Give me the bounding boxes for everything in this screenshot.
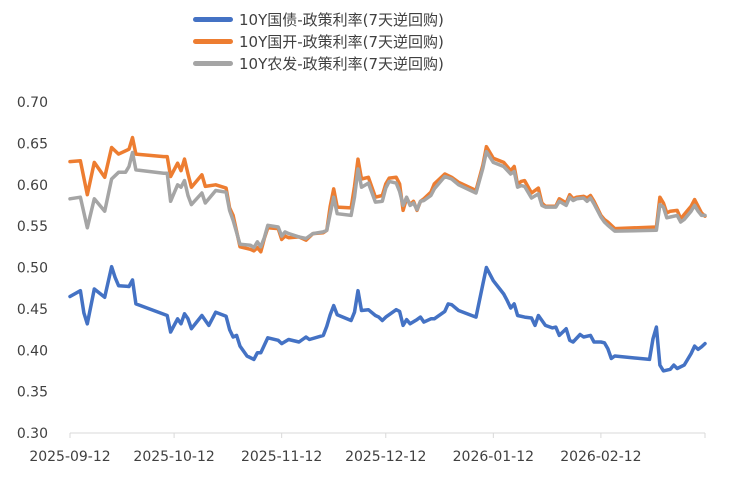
series-line-cgb [68, 264, 707, 373]
legend-item-adbc: 10Y农发-政策利率(7天逆回购) [193, 52, 523, 74]
x-axis-ticks [69, 433, 706, 438]
legend-label-adbc: 10Y农发-政策利率(7天逆回购) [239, 54, 444, 73]
x-tick-label: 2026-01-12 [453, 449, 534, 465]
legend-label-cgb: 10Y国债-政策利率(7天逆回购) [239, 10, 444, 29]
legend: 10Y国债-政策利率(7天逆回购) 10Y国开-政策利率(7天逆回购) 10Y农… [193, 8, 523, 74]
series-line-cdb [68, 135, 707, 254]
x-tick-label: 2026-02-12 [560, 449, 641, 465]
y-tick-label: 0.40 [17, 343, 48, 359]
y-tick-label: 0.50 [17, 261, 48, 277]
series-lines [68, 135, 707, 373]
y-tick-label: 0.70 [17, 95, 48, 111]
series-line-adbc [68, 149, 707, 250]
x-tick-label: 2025-12-12 [345, 449, 426, 465]
legend-item-cdb: 10Y国开-政策利率(7天逆回购) [193, 30, 523, 52]
x-axis-tick-labels: 2025-09-12 2025-10-12 2025-11-12 2025-12-12… [29, 449, 641, 465]
y-tick-label: 0.55 [17, 219, 48, 235]
y-tick-label: 0.35 [17, 385, 48, 401]
y-tick-label: 0.60 [17, 178, 48, 194]
x-tick-label: 2025-11-12 [241, 449, 322, 465]
legend-swatch-cdb [193, 38, 233, 44]
y-axis-tick-labels: 0.30 0.35 0.40 0.45 0.50 0.55 0.60 0.65 0.70 [17, 95, 48, 442]
x-tick-label: 2025-09-12 [29, 449, 110, 465]
legend-swatch-adbc [193, 60, 233, 66]
y-tick-label: 0.30 [17, 426, 48, 442]
legend-item-cgb: 10Y国债-政策利率(7天逆回购) [193, 8, 523, 30]
legend-swatch-cgb [193, 16, 233, 22]
x-tick-label: 2025-10-12 [133, 449, 214, 465]
legend-label-cdb: 10Y国开-政策利率(7天逆回购) [239, 32, 444, 51]
y-tick-label: 0.65 [17, 136, 48, 152]
y-tick-label: 0.45 [17, 302, 48, 318]
